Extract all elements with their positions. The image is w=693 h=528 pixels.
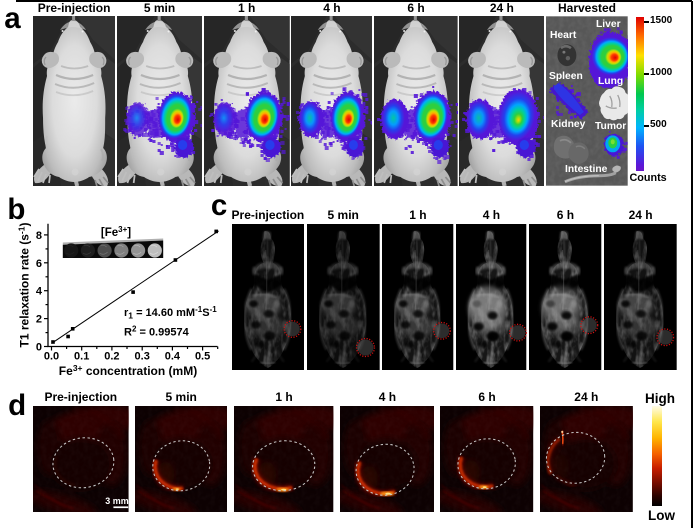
svg-text:0.4: 0.4 [165, 351, 181, 363]
svg-text:Fe3+ concentration (mM): Fe3+ concentration (mM) [59, 363, 197, 378]
svg-text:0: 0 [36, 342, 42, 354]
svg-text:0.5: 0.5 [195, 351, 210, 363]
svg-text:3 mm: 3 mm [105, 496, 128, 506]
svg-text:0.1: 0.1 [74, 351, 89, 363]
svg-text:6: 6 [36, 258, 42, 270]
svg-text:r1 = 14.60 mM-1S-1: r1 = 14.60 mM-1S-1 [124, 305, 217, 321]
svg-text:R2 = 0.99574: R2 = 0.99574 [124, 325, 190, 339]
svg-text:0.2: 0.2 [104, 351, 119, 363]
svg-text:0.0: 0.0 [44, 351, 59, 363]
svg-text:0.3: 0.3 [135, 351, 150, 363]
svg-text:2: 2 [36, 314, 42, 326]
svg-text:T1 relaxation rate (s-1): T1 relaxation rate (s-1) [17, 223, 32, 348]
svg-text:4: 4 [36, 286, 43, 298]
svg-text:8: 8 [36, 230, 42, 242]
